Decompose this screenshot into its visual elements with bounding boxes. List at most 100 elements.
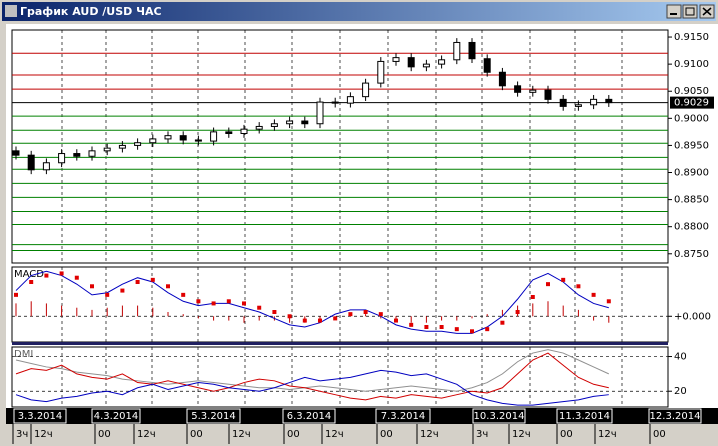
y-tick-label: 0.8800 <box>674 222 709 233</box>
hour-label: 12ч <box>598 429 617 440</box>
candle-body <box>240 128 248 134</box>
chart-area <box>6 24 718 408</box>
signal-dot <box>439 325 444 329</box>
hour-label: 12ч <box>232 429 251 440</box>
signal-dot <box>530 295 535 299</box>
title-bar <box>2 2 716 21</box>
signal-dot <box>500 320 505 325</box>
date-box <box>648 408 702 424</box>
maximize-button[interactable] <box>682 4 698 19</box>
candle-body <box>270 123 278 127</box>
date-box <box>13 408 67 424</box>
y-tick-label: +0.000 <box>674 311 711 322</box>
signal-dot <box>454 327 459 332</box>
date-label: 5.3.2014 <box>191 411 236 422</box>
date-label: 7.3.2014 <box>381 411 426 422</box>
panel-separator <box>12 342 668 345</box>
hour-label: 00 <box>560 429 573 440</box>
signal-dot <box>515 310 520 314</box>
candle-body <box>331 101 339 104</box>
signal-dot <box>226 299 231 304</box>
signal-dot <box>363 310 368 314</box>
y-tick-label: 20 <box>674 386 687 397</box>
candle-body <box>301 120 309 125</box>
y-tick-label: 0.8850 <box>674 195 709 206</box>
candle-body <box>346 96 354 104</box>
signal-dot <box>105 292 110 297</box>
date-box <box>375 408 431 424</box>
hour-label: 12ч <box>325 429 344 440</box>
signal-dot <box>29 280 34 284</box>
dmi-title: DMI <box>14 349 33 360</box>
date-label: 10.3.2014 <box>474 411 525 422</box>
y-tick-label: 0.8950 <box>674 140 709 151</box>
candle-body <box>514 85 522 93</box>
last-price-label: 0.9029 <box>674 98 709 109</box>
signal-dot <box>302 318 307 323</box>
candle-body <box>590 98 598 106</box>
y-tick-label: 0.9000 <box>674 113 709 124</box>
y-tick-label: 0.9100 <box>674 59 709 70</box>
candle-body <box>27 154 35 171</box>
signal-dot <box>242 301 246 306</box>
date-box <box>556 408 613 424</box>
candle-body <box>392 57 400 62</box>
candle-body <box>483 58 491 73</box>
hour-label: 00 <box>380 429 393 440</box>
candle-body <box>118 144 126 149</box>
candle-body <box>194 139 202 142</box>
adx-line <box>15 349 610 392</box>
candle-body <box>529 89 537 93</box>
signal-dot <box>14 292 18 297</box>
hour-label: 12ч <box>137 429 156 440</box>
signal-dot <box>409 322 414 327</box>
candle-body <box>453 41 461 61</box>
date-label: 4.3.2014 <box>94 411 139 422</box>
window-buttons[interactable] <box>666 4 715 19</box>
plus-di-line <box>15 369 609 406</box>
window-title: График AUD /USD ЧАС <box>20 5 162 18</box>
candle-body <box>225 131 233 134</box>
hour-label: 12ч <box>420 429 439 440</box>
minimize-button[interactable] <box>666 4 682 19</box>
candle-body <box>103 147 111 152</box>
candle-body <box>88 150 96 157</box>
hour-label: 3ч <box>16 429 28 440</box>
hour-label: 00 <box>287 429 300 440</box>
candle-body <box>286 120 294 125</box>
signal-dot <box>394 318 398 323</box>
window-icon <box>5 5 17 17</box>
date-box <box>91 408 141 424</box>
maximize-icon <box>685 7 695 16</box>
date-label: 6.3.2014 <box>287 411 332 422</box>
y-tick-label: 40 <box>674 352 687 363</box>
macd-title: MACD <box>14 269 44 280</box>
date-box <box>282 408 336 424</box>
date-box <box>186 408 241 424</box>
hour-label: 00 <box>653 429 666 440</box>
signal-dot <box>333 316 338 321</box>
candle-body <box>377 60 385 84</box>
close-icon <box>702 7 712 16</box>
candle-body <box>164 135 172 140</box>
candle-body <box>468 41 476 60</box>
candle-body <box>544 89 552 100</box>
signal-dot <box>470 329 474 334</box>
hour-bar <box>6 424 718 446</box>
candle-body <box>12 150 20 156</box>
candle-body <box>498 71 506 87</box>
signal-dot <box>120 288 125 293</box>
signal-dot <box>424 325 429 329</box>
signal-dot <box>181 292 186 297</box>
y-tick-label: 0.8900 <box>674 168 709 179</box>
signal-dot <box>272 310 277 314</box>
candle-body <box>438 59 446 65</box>
candle-body <box>605 98 613 104</box>
candle-body <box>58 153 66 164</box>
date-bar <box>6 408 718 424</box>
candle-body <box>134 142 142 146</box>
signal-dot <box>90 284 94 289</box>
hour-label: 00 <box>190 429 203 440</box>
y-tick-label: 0.8750 <box>674 249 709 260</box>
candle-body <box>42 162 50 171</box>
